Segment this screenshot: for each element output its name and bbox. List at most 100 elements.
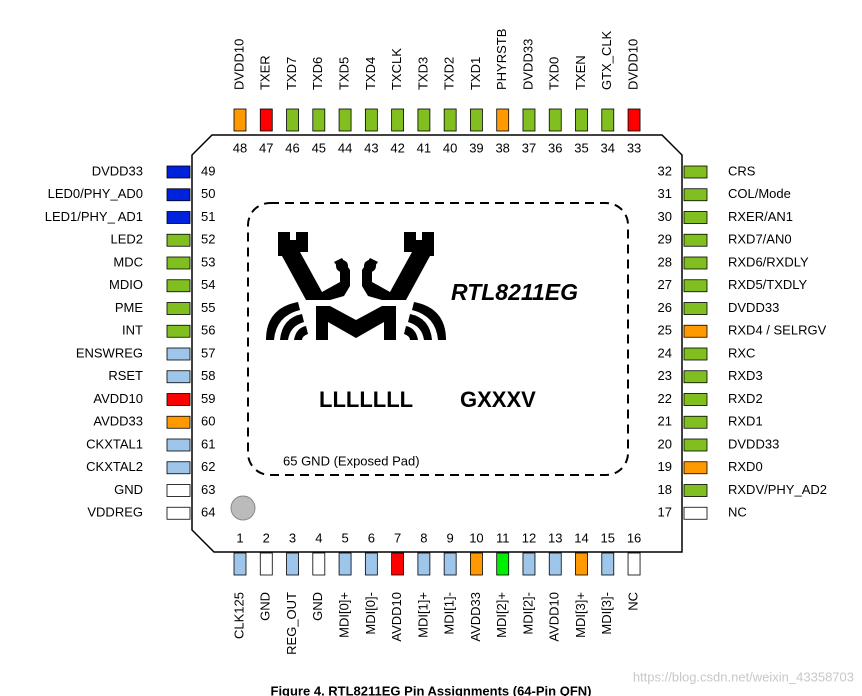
pin-label: DVDD33 bbox=[92, 163, 143, 178]
pin bbox=[166, 302, 191, 315]
pin-label: ENSWREG bbox=[76, 345, 143, 360]
pin-label: GTX_CLK bbox=[599, 30, 614, 90]
pin bbox=[166, 324, 191, 338]
pin-number: 43 bbox=[364, 140, 378, 155]
pin-label: CKXTAL2 bbox=[86, 459, 143, 474]
pin-number: 32 bbox=[658, 163, 672, 178]
pin-number: 11 bbox=[496, 530, 510, 545]
pad-note: 65 GND (Exposed Pad) bbox=[283, 453, 420, 468]
pin-label: CRS bbox=[728, 163, 756, 178]
pin-number: 47 bbox=[259, 140, 273, 155]
pin-label: PME bbox=[115, 300, 144, 315]
pin bbox=[470, 552, 483, 576]
pin-label: TXD1 bbox=[468, 57, 483, 90]
pin-label: TXD5 bbox=[337, 57, 352, 90]
pin-number: 42 bbox=[390, 140, 404, 155]
pin-number: 57 bbox=[201, 345, 215, 360]
pin bbox=[312, 108, 326, 132]
pin-number: 19 bbox=[658, 459, 672, 474]
pin-number: 33 bbox=[627, 140, 641, 155]
pin-number: 26 bbox=[658, 300, 672, 315]
pin-label: RXD3 bbox=[728, 368, 763, 383]
pin-number: 22 bbox=[658, 391, 672, 406]
pin-label: MDI[1]+ bbox=[415, 592, 430, 638]
pin-number: 49 bbox=[201, 163, 215, 178]
pin bbox=[166, 211, 191, 224]
pin bbox=[683, 188, 708, 202]
pin-number: 36 bbox=[548, 140, 562, 155]
pin bbox=[470, 108, 483, 132]
pin-label: DVDD10 bbox=[625, 39, 640, 90]
pin-label: CLK125 bbox=[231, 592, 246, 639]
pin bbox=[548, 108, 562, 132]
pin-number: 35 bbox=[574, 140, 588, 155]
pin-number: 44 bbox=[338, 140, 352, 155]
pin-label: MDI[0]+ bbox=[337, 592, 352, 638]
pin bbox=[166, 484, 191, 497]
pin-number: 28 bbox=[658, 254, 672, 269]
pin-label: RSET bbox=[108, 368, 143, 383]
logo bbox=[266, 232, 446, 340]
pin bbox=[683, 393, 708, 406]
pin-label: RXD6/RXDLY bbox=[728, 254, 809, 269]
pin-label: VDDREG bbox=[87, 505, 143, 520]
pin-label: AVDD10 bbox=[547, 592, 562, 642]
pin bbox=[683, 256, 708, 270]
pin bbox=[166, 461, 191, 475]
pin-label: NC bbox=[728, 505, 747, 520]
pin-number: 18 bbox=[658, 482, 672, 497]
pin bbox=[443, 552, 457, 576]
pin-number: 53 bbox=[201, 254, 215, 269]
pin bbox=[233, 108, 247, 132]
pin-number: 41 bbox=[417, 140, 431, 155]
pin-number: 30 bbox=[658, 209, 672, 224]
pin bbox=[312, 552, 326, 576]
pin bbox=[496, 108, 510, 132]
pin-number: 60 bbox=[201, 414, 215, 429]
pin bbox=[683, 233, 708, 247]
pin1-dot bbox=[230, 495, 256, 521]
pin bbox=[627, 552, 641, 576]
pin-number: 61 bbox=[201, 436, 215, 451]
pin-label: DVDD33 bbox=[728, 436, 779, 451]
pin bbox=[683, 211, 708, 224]
pin-label: TXCLK bbox=[389, 48, 404, 90]
pin-label: CKXTAL1 bbox=[86, 436, 143, 451]
pin bbox=[259, 108, 273, 132]
pin bbox=[522, 108, 536, 132]
pin-label: MDI[3]+ bbox=[573, 592, 588, 638]
pin-label: AVDD10 bbox=[93, 391, 143, 406]
pin-number: 63 bbox=[201, 482, 215, 497]
pin-label: RXDV/PHY_AD2 bbox=[728, 482, 827, 497]
pin-number: 54 bbox=[201, 277, 215, 292]
pin bbox=[683, 302, 708, 315]
pin-number: 56 bbox=[201, 323, 215, 338]
pin bbox=[166, 188, 191, 202]
pin-label: LED1/PHY_ AD1 bbox=[45, 209, 143, 224]
pin-label: GND bbox=[114, 482, 143, 497]
pin bbox=[166, 279, 191, 293]
pin-number: 12 bbox=[522, 530, 536, 545]
pin-number: 17 bbox=[658, 505, 672, 520]
pin-number: 15 bbox=[601, 530, 615, 545]
pin bbox=[601, 552, 615, 576]
pin-number: 3 bbox=[289, 530, 296, 545]
pin-number: 59 bbox=[201, 391, 215, 406]
pin bbox=[683, 415, 708, 429]
pin-number: 55 bbox=[201, 300, 215, 315]
pin-label: DVDD10 bbox=[231, 39, 246, 90]
pin-label: DVDD33 bbox=[728, 300, 779, 315]
pin-label: TXD7 bbox=[284, 57, 299, 90]
pin bbox=[259, 552, 273, 576]
pin bbox=[364, 108, 378, 132]
pin-number: 13 bbox=[548, 530, 562, 545]
pin bbox=[601, 108, 615, 132]
pin-number: 5 bbox=[341, 530, 348, 545]
pin bbox=[683, 370, 708, 384]
pin-number: 9 bbox=[447, 530, 454, 545]
pin-label: MDC bbox=[113, 254, 143, 269]
pin-number: 6 bbox=[368, 530, 375, 545]
pin-label: TXD2 bbox=[442, 57, 457, 90]
pin bbox=[338, 552, 352, 576]
